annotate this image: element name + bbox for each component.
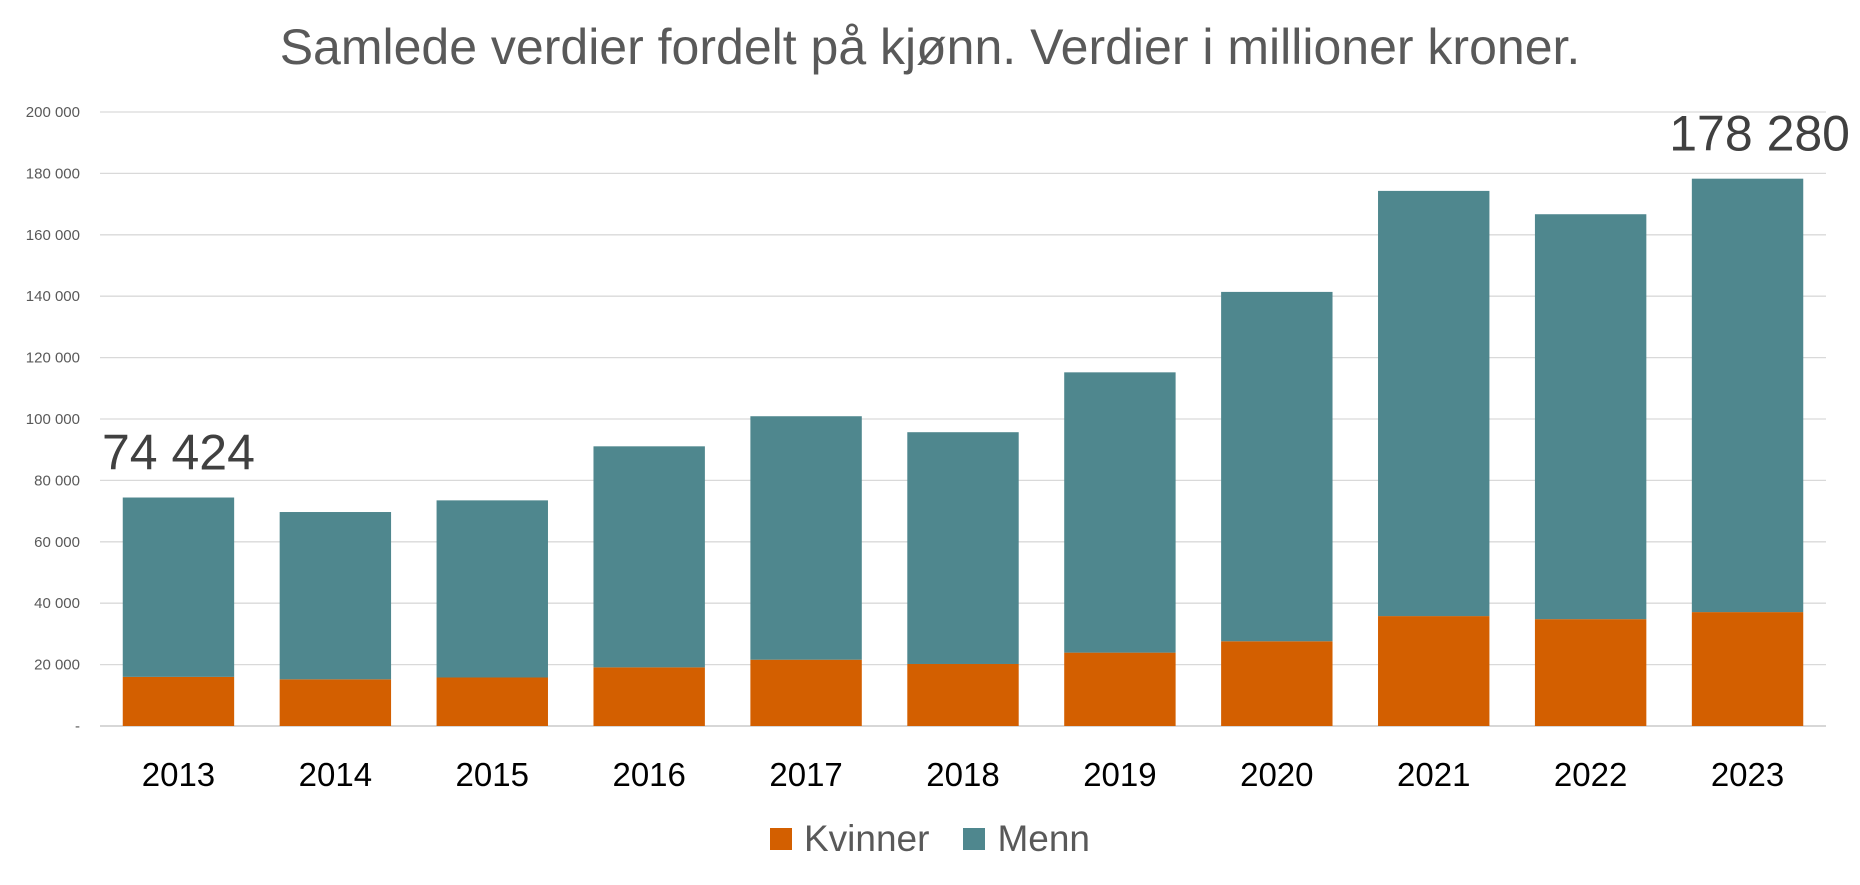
bar-kvinner-2016 [593,667,705,726]
bar-menn-2013 [122,497,235,677]
y-tick-label: 80 000 [34,472,80,489]
legend-label-menn: Menn [997,818,1090,859]
y-tick-label: 120 000 [26,350,80,367]
x-tick-label-2013: 2013 [142,756,215,793]
legend-swatch-menn [963,828,986,850]
x-tick-label-2021: 2021 [1397,756,1470,793]
x-tick-label-2018: 2018 [926,756,999,793]
y-tick-label: 20 000 [34,657,80,674]
x-tick-label-2022: 2022 [1554,756,1627,793]
x-tick-label-2023: 2023 [1711,756,1784,793]
bars [122,178,1804,726]
bar-menn-2019 [1064,372,1176,653]
total-label-2013: 74 424 [102,425,255,481]
bar-menn-2015 [436,500,548,678]
bar-menn-2023 [1691,178,1804,613]
bar-kvinner-2014 [279,679,392,726]
x-tick-label-2014: 2014 [299,756,372,793]
legend-item-menn[interactable]: Menn [963,818,1090,860]
bar-kvinner-2019 [1064,652,1176,726]
bar-menn-2022 [1534,214,1647,620]
y-tick-label: 160 000 [26,227,80,244]
chart-title: Samlede verdier fordelt på kjønn. Verdie… [279,19,1581,75]
total-label-2023: 178 280 [1669,106,1850,162]
bar-menn-2018 [907,432,1019,664]
legend-swatch-kvinner [769,828,792,850]
x-tick-label-2017: 2017 [769,756,842,793]
y-tick-label: 40 000 [34,595,80,612]
bar-menn-2014 [279,512,392,680]
bar-menn-2016 [593,446,705,668]
y-tick-label: - [75,718,80,735]
x-axis-ticks: 2013 2014 2015 2016 2017 2018 2019 2020 2021 2022… [142,756,1785,793]
bar-menn-2021 [1378,190,1490,617]
y-tick-label: 180 000 [26,165,80,182]
y-axis-ticks: - 20 000 40 000 60 000 80 000 100 000 120 000 1… [26,104,80,735]
y-tick-label: 140 000 [26,288,80,305]
bar-kvinner-2023 [1691,612,1804,726]
y-tick-label: 200 000 [26,104,80,121]
bar-menn-2020 [1221,291,1333,642]
legend-item-kvinner[interactable]: Kvinner [769,818,930,860]
x-tick-label-2019: 2019 [1083,756,1156,793]
bar-kvinner-2018 [907,663,1019,726]
x-tick-label-2015: 2015 [456,756,529,793]
annotations: 74 424 178 280 [102,106,1850,481]
bar-kvinner-2013 [122,676,235,726]
bar-menn-2017 [750,416,862,660]
y-tick-label: 100 000 [26,411,80,428]
bar-kvinner-2022 [1534,619,1647,726]
legend: Kvinner Menn [0,818,1860,860]
bar-kvinner-2015 [436,677,548,726]
legend-label-kvinner: Kvinner [803,818,930,859]
bar-kvinner-2020 [1221,641,1333,726]
y-tick-label: 60 000 [34,534,80,551]
bar-kvinner-2017 [750,659,862,726]
x-tick-label-2016: 2016 [612,756,685,793]
bar-kvinner-2021 [1378,616,1490,726]
x-tick-label-2020: 2020 [1240,756,1313,793]
